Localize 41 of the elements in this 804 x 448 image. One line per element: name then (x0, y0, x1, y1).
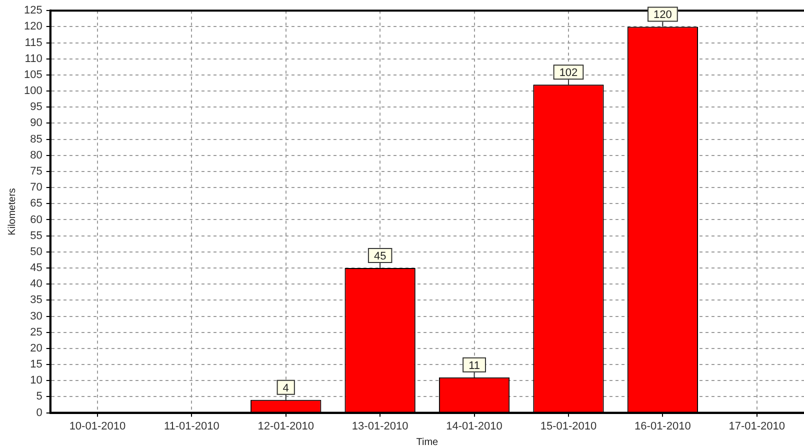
y-tick-label: 0 (36, 406, 42, 419)
x-tick-label: 13-01-2010 (352, 420, 408, 432)
y-tick-label: 95 (30, 101, 42, 114)
x-tick-label: 15-01-2010 (540, 420, 597, 432)
y-tick-label: 5 (36, 390, 42, 403)
y-tick-label: 80 (30, 149, 42, 162)
y-tick-label: 30 (30, 310, 42, 322)
y-tick-label: 10 (30, 374, 42, 387)
y-tick-label: 90 (30, 117, 42, 130)
y-tick-label: 85 (30, 133, 42, 146)
x-tick-label: 10-01-2010 (69, 420, 126, 432)
data-label: 4 (282, 382, 289, 394)
y-tick-label: 15 (30, 358, 42, 371)
y-tick-label: 125 (24, 4, 42, 17)
y-tick-label: 65 (30, 198, 42, 210)
y-tick-label: 105 (24, 68, 42, 81)
x-tick-label: 12-01-2010 (258, 420, 314, 432)
x-axis-title: Time (416, 436, 439, 448)
y-tick-label: 35 (30, 294, 42, 306)
y-tick-label: 60 (30, 214, 42, 226)
x-tick-label: 11-01-2010 (164, 420, 220, 432)
y-tick-label: 25 (30, 326, 42, 338)
y-tick-label: 115 (24, 36, 42, 49)
x-tick-label: 17-01-2010 (728, 420, 786, 432)
y-tick-label: 40 (30, 278, 42, 290)
y-tick-label: 55 (30, 230, 42, 242)
x-tick-label: 14-01-2010 (446, 420, 502, 432)
y-tick-label: 20 (30, 342, 42, 354)
y-tick-label: 100 (24, 85, 42, 98)
y-axis-title: Kilometers (6, 188, 18, 236)
y-tick-label: 50 (30, 246, 42, 258)
data-label: 11 (468, 360, 480, 372)
data-label: 45 (374, 250, 386, 263)
data-label: 102 (559, 67, 578, 80)
y-tick-label: 45 (30, 262, 42, 274)
y-tick-label: 110 (24, 52, 42, 65)
y-tick-label: 75 (30, 166, 42, 178)
y-tick-label: 70 (30, 182, 42, 194)
x-tick-label: 16-01-2010 (634, 420, 691, 432)
data-label: 120 (654, 9, 672, 22)
y-tick-label: 120 (24, 20, 42, 33)
